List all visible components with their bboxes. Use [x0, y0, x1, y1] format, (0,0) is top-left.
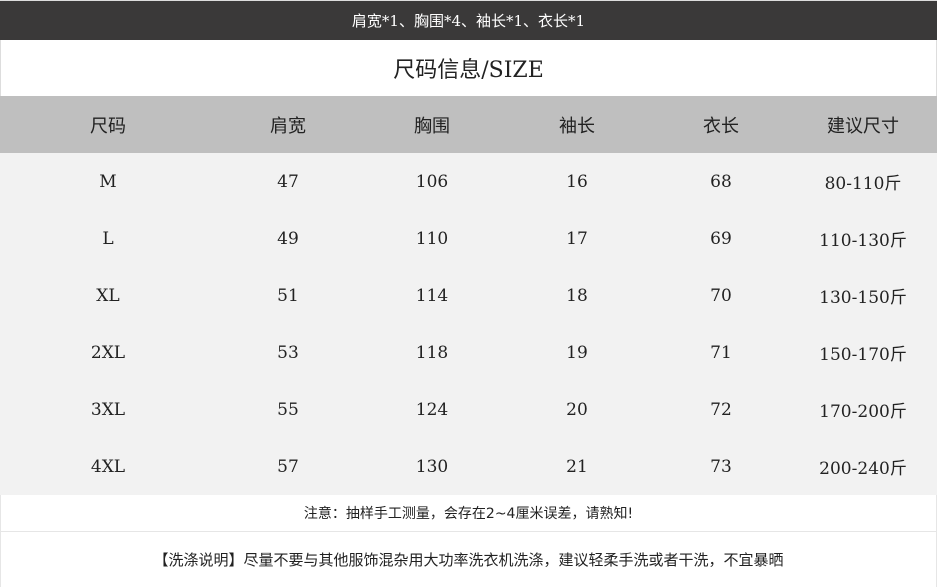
cell-recommended: 200-240斤: [819, 459, 907, 479]
cell-length: 69: [710, 228, 732, 249]
cell-sleeve: 21: [566, 456, 588, 477]
banner: 肩宽*1、胸围*4、袖长*1、衣长*1: [0, 0, 937, 40]
cell-size: 3XL: [90, 399, 126, 420]
size-table: 尺码 肩宽 胸围 袖长 衣长 建议尺寸 M 47 106 16 68 80-110斤 L 49 110 1…: [0, 96, 937, 495]
header-length: 衣长: [703, 115, 739, 137]
cell-recommended: 150-170斤: [819, 345, 907, 365]
cell-sleeve: 16: [566, 171, 588, 192]
table-row: 4XL 57 130 21 73 200-240斤: [0, 438, 937, 495]
cell-sleeve: 20: [566, 399, 588, 420]
cell-chest: 114: [415, 285, 449, 306]
header-size: 尺码: [90, 115, 126, 137]
header-sleeve: 袖长: [559, 115, 595, 137]
cell-chest: 118: [415, 342, 449, 363]
table-row: M 47 106 16 68 80-110斤: [0, 153, 937, 210]
table-row: 2XL 53 118 19 71 150-170斤: [0, 324, 937, 381]
table-row: XL 51 114 18 70 130-150斤: [0, 267, 937, 324]
header-shoulder: 肩宽: [270, 115, 306, 137]
cell-shoulder: 51: [277, 285, 299, 306]
cell-shoulder: 49: [277, 228, 299, 249]
cell-shoulder: 47: [277, 171, 299, 192]
cell-size: XL: [96, 285, 120, 306]
cell-size: M: [99, 171, 117, 192]
cell-shoulder: 57: [277, 456, 299, 477]
cell-length: 71: [710, 342, 732, 363]
cell-sleeve: 18: [566, 285, 588, 306]
table-header: 尺码 肩宽 胸围 袖长 衣长 建议尺寸: [0, 96, 937, 153]
cell-length: 73: [710, 456, 732, 477]
cell-chest: 130: [415, 456, 449, 477]
cell-chest: 106: [415, 171, 449, 192]
cell-recommended: 80-110斤: [824, 174, 902, 194]
cell-sleeve: 19: [566, 342, 588, 363]
table-row: L 49 110 17 69 110-130斤: [0, 210, 937, 267]
cell-size: 4XL: [90, 456, 126, 477]
cell-recommended: 130-150斤: [819, 288, 907, 308]
cell-size: 2XL: [90, 342, 126, 363]
cell-length: 68: [710, 171, 732, 192]
cell-shoulder: 55: [277, 399, 299, 420]
table-row: 3XL 55 124 20 72 170-200斤: [0, 381, 937, 438]
cell-chest: 110: [415, 228, 449, 249]
cell-shoulder: 53: [277, 342, 299, 363]
cell-size: L: [102, 228, 114, 249]
cell-sleeve: 17: [566, 228, 588, 249]
page-title: 尺码信息/SIZE: [0, 40, 937, 96]
cell-length: 70: [710, 285, 732, 306]
header-chest: 胸围: [414, 115, 450, 137]
washing-instructions: 【洗涤说明】尽量不要与其他服饰混杂用大功率洗衣机洗涤，建议轻柔手洗或者干洗，不宜…: [0, 532, 937, 587]
cell-chest: 124: [415, 399, 449, 420]
header-recommended: 建议尺寸: [827, 115, 899, 137]
cell-recommended: 170-200斤: [819, 402, 907, 422]
cell-length: 72: [710, 399, 732, 420]
cell-recommended: 110-130斤: [819, 231, 907, 251]
measurement-note: 注意：抽样手工测量，会存在2~4厘米误差，请熟知!: [0, 495, 937, 532]
